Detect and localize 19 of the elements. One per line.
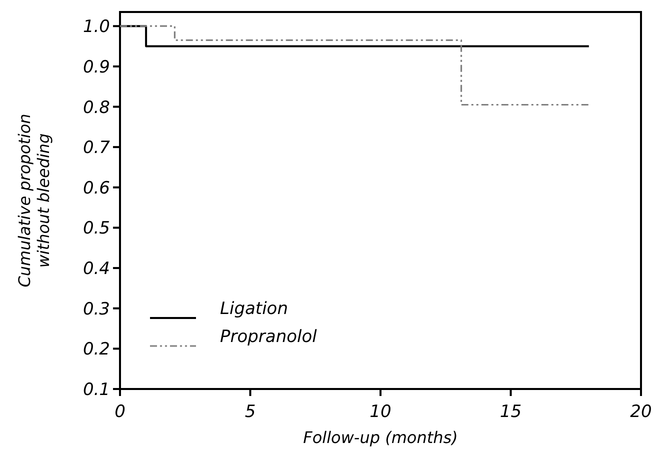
legend-label: Ligation xyxy=(220,299,288,319)
y-tick-label: 0.5 xyxy=(82,218,110,239)
y-tick-label: 0.8 xyxy=(82,98,110,118)
y-tick-label: 0.9 xyxy=(82,57,110,78)
y-tick-label: 0.6 xyxy=(82,178,110,198)
x-tick-label: 10 xyxy=(370,402,392,422)
y-axis-title: Cumulative propotion without bleeding xyxy=(15,114,53,288)
x-tick-label: 5 xyxy=(244,402,256,422)
y-tick-label: 0.7 xyxy=(82,138,110,158)
y-tick-label: 0.1 xyxy=(82,380,110,400)
x-tick-label: 15 xyxy=(500,402,522,422)
x-tick-label: 0 xyxy=(114,402,126,422)
legend-label: Propranolol xyxy=(220,327,318,347)
y-tick-label: 0.2 xyxy=(82,340,110,360)
x-tick-label: 20 xyxy=(630,402,652,422)
y-tick-label: 1.0 xyxy=(82,17,110,38)
y-tick-label: 0.3 xyxy=(82,299,110,320)
x-axis-title: Follow-up (months) xyxy=(303,428,458,447)
y-tick-label: 0.4 xyxy=(82,259,110,280)
